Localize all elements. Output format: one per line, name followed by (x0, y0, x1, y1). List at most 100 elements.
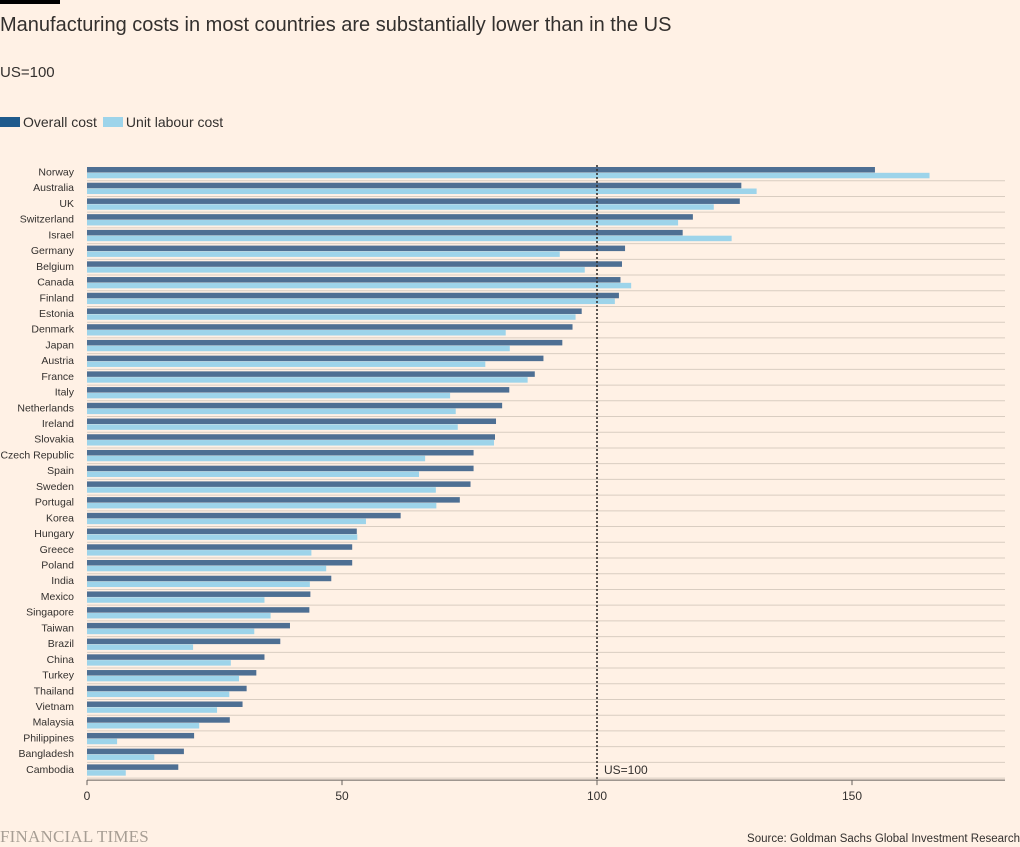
bar-unit-labour-cost (87, 314, 576, 320)
category-label: Denmark (31, 324, 74, 336)
category-label: Ireland (42, 418, 74, 430)
bar-unit-labour-cost (87, 487, 436, 493)
bar-overall-cost (87, 764, 179, 770)
category-label: Finland (40, 292, 75, 304)
category-label: Bangladesh (19, 748, 75, 760)
bar-overall-cost (87, 701, 243, 707)
bar-unit-labour-cost (87, 204, 714, 210)
category-label: Turkey (42, 670, 74, 682)
bar-overall-cost (87, 324, 573, 330)
chart-legend: Overall cost Unit labour cost (0, 114, 229, 130)
bar-chart: Norway Australia UK Switzerland Israel German… (0, 165, 1005, 803)
category-label: Canada (37, 277, 74, 289)
bar-overall-cost (87, 245, 626, 252)
legend-item-overall: Overall cost (0, 114, 97, 130)
category-label: Belgium (36, 261, 74, 273)
category-label: Australia (33, 182, 74, 194)
bar-unit-labour-cost (87, 440, 494, 446)
bar-overall-cost (87, 465, 474, 472)
bar-unit-labour-cost (87, 267, 585, 273)
category-label: Czech Republic (0, 449, 74, 461)
bar-overall-cost (87, 512, 401, 519)
bar-overall-cost (87, 292, 619, 299)
bar-overall-cost (87, 575, 332, 582)
legend-label-labour: Unit labour cost (125, 114, 224, 130)
bar-unit-labour-cost (87, 408, 456, 415)
category-label: Italy (55, 387, 75, 399)
bar-unit-labour-cost (87, 235, 732, 242)
bar-overall-cost (87, 748, 184, 755)
bar-overall-cost (87, 717, 230, 723)
bar-unit-labour-cost (87, 424, 458, 430)
category-label: Japan (45, 339, 74, 351)
bar-overall-cost (87, 214, 693, 220)
category-label: Estonia (39, 308, 74, 320)
bar-unit-labour-cost (87, 675, 239, 682)
legend-swatch-overall (0, 117, 20, 127)
ft-logo: FINANCIAL TIMES (0, 827, 149, 846)
bar-overall-cost (87, 229, 683, 236)
bar-unit-labour-cost (87, 612, 271, 619)
bar-overall-cost (87, 732, 195, 739)
category-label: UK (59, 198, 74, 210)
category-label: Israel (48, 229, 74, 241)
category-label: Switzerland (20, 214, 74, 226)
bar-unit-labour-cost (87, 345, 510, 352)
bar-overall-cost (87, 591, 311, 597)
bar-unit-labour-cost (87, 518, 366, 525)
category-label: Korea (46, 512, 74, 524)
bar-unit-labour-cost (87, 628, 255, 635)
x-tick-label: 50 (335, 789, 349, 803)
bar-unit-labour-cost (87, 565, 327, 572)
x-tick-label: 0 (84, 789, 91, 803)
bar-overall-cost (87, 418, 497, 425)
chart-subtitle: US=100 (0, 64, 55, 81)
bar-overall-cost (87, 434, 495, 440)
source-note: Source: Goldman Sachs Global Investment … (747, 833, 1020, 845)
category-label: China (47, 654, 75, 666)
category-label: India (51, 575, 74, 587)
bar-unit-labour-cost (87, 172, 930, 179)
bar-unit-labour-cost (87, 770, 126, 776)
bar-unit-labour-cost (87, 597, 265, 603)
category-label: Hungary (34, 528, 74, 540)
bar-unit-labour-cost (87, 251, 560, 257)
category-label: Mexico (41, 591, 74, 603)
bar-unit-labour-cost (87, 219, 679, 226)
reference-line-label: US=100 (604, 763, 648, 777)
bar-overall-cost (87, 355, 544, 362)
bar-unit-labour-cost (87, 502, 437, 509)
bar-overall-cost (87, 654, 265, 660)
bar-unit-labour-cost (87, 550, 312, 556)
bar-unit-labour-cost (87, 471, 420, 477)
bar-unit-labour-cost (87, 455, 426, 462)
bar-overall-cost (87, 560, 353, 566)
bar-unit-labour-cost (87, 188, 757, 195)
bar-overall-cost (87, 481, 471, 487)
bar-overall-cost (87, 622, 290, 629)
category-label: Taiwan (41, 622, 74, 634)
bar-unit-labour-cost (87, 330, 506, 336)
bar-unit-labour-cost (87, 534, 358, 540)
category-label: Cambodia (26, 764, 74, 776)
category-label: Vietnam (36, 701, 75, 713)
category-label: Singapore (26, 607, 74, 619)
category-label: Germany (31, 245, 75, 257)
bar-unit-labour-cost (87, 691, 230, 698)
category-label: Philippines (23, 732, 74, 744)
bar-unit-labour-cost (87, 581, 310, 588)
category-label: Austria (41, 355, 74, 367)
bar-unit-labour-cost (87, 377, 528, 383)
bar-overall-cost (87, 607, 310, 613)
bar-overall-cost (87, 277, 621, 283)
bar-overall-cost (87, 261, 622, 267)
category-label: France (41, 371, 74, 383)
category-label: Spain (47, 465, 74, 477)
bar-overall-cost (87, 308, 582, 314)
bar-overall-cost (87, 402, 503, 409)
legend-label-overall: Overall cost (23, 114, 97, 130)
bar-unit-labour-cost (87, 298, 615, 305)
bar-overall-cost (87, 528, 357, 535)
category-label: Brazil (48, 638, 74, 650)
bar-overall-cost (87, 387, 510, 393)
